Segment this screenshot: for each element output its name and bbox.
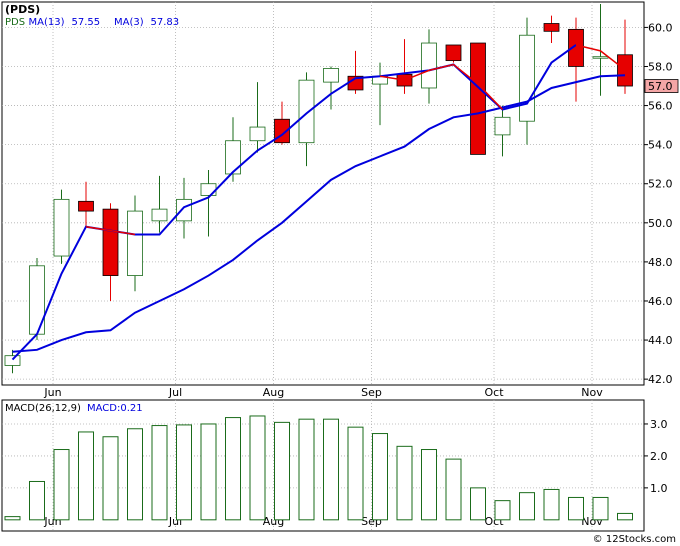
candle-body bbox=[445, 44, 462, 62]
macd-plot-frame bbox=[1, 399, 645, 532]
macd-bar bbox=[592, 496, 609, 521]
macd-bars bbox=[4, 415, 633, 521]
macd-bar bbox=[176, 424, 192, 521]
macd-bar bbox=[298, 418, 315, 521]
price-y-tick-label: 42.0 bbox=[648, 373, 673, 386]
macd-title: MACD(26,12,9) bbox=[5, 403, 81, 414]
macd-bar bbox=[53, 449, 70, 521]
candle-body bbox=[470, 42, 486, 155]
candle-body bbox=[151, 208, 168, 222]
macd-y-tick-label: 2.0 bbox=[650, 450, 668, 463]
macd-y-tick-label: 1.0 bbox=[650, 482, 668, 495]
candle-body bbox=[127, 210, 143, 276]
macd-bar bbox=[470, 487, 486, 521]
price-plot-frame bbox=[1, 1, 645, 386]
macd-panel: 1.02.03.0 Jun Jul Aug Sep Oct Nov MACD(26,12,… bbox=[1, 399, 668, 532]
legend-item-value: 57.55 bbox=[72, 17, 101, 28]
macd-bar bbox=[543, 488, 560, 521]
candle-body bbox=[4, 355, 21, 366]
price-x-tick-label: Sep bbox=[361, 386, 382, 399]
price-y-tick-label: 48.0 bbox=[648, 256, 673, 269]
candle-body bbox=[617, 54, 633, 87]
candle-body bbox=[102, 208, 119, 276]
macd-y-tick-label: 3.0 bbox=[650, 418, 668, 431]
macd-bar bbox=[249, 415, 266, 521]
macd-bar bbox=[127, 428, 143, 521]
price-grid bbox=[2, 2, 644, 385]
price-x-tick-label: Aug bbox=[263, 386, 284, 399]
macd-bar bbox=[445, 458, 462, 521]
ma3-line-falling bbox=[85, 225, 136, 236]
ma13-line bbox=[12, 74, 626, 353]
macd-bar bbox=[4, 516, 21, 521]
candle-body bbox=[78, 200, 94, 212]
candle-body bbox=[421, 42, 437, 89]
macd-bar bbox=[102, 436, 119, 521]
last-price-label: 57.0 bbox=[648, 80, 673, 93]
macd-bar bbox=[347, 426, 364, 521]
legend-item-label: MA(3) bbox=[114, 17, 144, 28]
legend-item-label: PDS bbox=[5, 17, 25, 28]
candle-body bbox=[225, 140, 241, 175]
macd-bar bbox=[372, 433, 388, 521]
macd-bar bbox=[396, 445, 413, 521]
ma3-line-falling bbox=[575, 44, 626, 71]
price-y-tick-label: 56.0 bbox=[648, 100, 673, 113]
macd-bar bbox=[29, 480, 45, 521]
candle-body bbox=[494, 116, 511, 136]
legend-item-value: 57.83 bbox=[151, 17, 180, 28]
candle-body bbox=[543, 23, 560, 32]
price-legend: PDS MA(13) 57.55 MA(3) 57.83 bbox=[5, 17, 179, 28]
macd-bar bbox=[519, 492, 535, 521]
price-y-tick-label: 50.0 bbox=[648, 217, 673, 230]
price-y-tick-label: 60.0 bbox=[648, 21, 673, 34]
candle-body bbox=[249, 126, 266, 142]
macd-bar bbox=[78, 431, 94, 521]
price-x-tick-label: Oct bbox=[484, 386, 504, 399]
candle-body bbox=[519, 34, 535, 122]
candle-body bbox=[592, 56, 609, 59]
candle-body bbox=[323, 68, 339, 83]
macd-bar bbox=[421, 449, 437, 521]
macd-bar bbox=[323, 418, 339, 521]
price-x-tick-label: Jun bbox=[43, 386, 61, 399]
macd-bar bbox=[274, 421, 290, 521]
last-price-box: 57.0 bbox=[644, 79, 679, 93]
price-x-axis: Jun Jul Aug Sep Oct Nov bbox=[43, 386, 603, 399]
candle-body bbox=[200, 183, 217, 196]
candle-body bbox=[29, 265, 45, 335]
ticker-symbol: (PDS) bbox=[5, 3, 40, 16]
moving-average-lines bbox=[11, 44, 626, 361]
candle-body bbox=[53, 198, 70, 257]
macd-bar bbox=[225, 417, 241, 521]
macd-value-label: MACD:0.21 bbox=[87, 403, 143, 414]
candle-body bbox=[176, 198, 192, 222]
candles bbox=[4, 3, 633, 374]
macd-bar bbox=[151, 425, 168, 521]
macd-bar bbox=[494, 500, 511, 521]
price-y-tick-label: 54.0 bbox=[648, 139, 673, 152]
legend-item-label: MA(13) bbox=[29, 17, 65, 28]
candle-body bbox=[568, 28, 584, 67]
price-y-tick-label: 52.0 bbox=[648, 178, 673, 191]
watermark: © 12Stocks.com bbox=[593, 534, 676, 545]
macd-bar bbox=[200, 423, 217, 521]
ma3-line-falling bbox=[379, 63, 504, 110]
price-panel: 42.0 44.0 46.0 48.0 50.0 52.0 54.0 56.0 58.0 60.0… bbox=[1, 1, 679, 399]
macd-y-axis: 1.0 2.0 3.0 bbox=[644, 418, 668, 495]
price-x-tick-label: Nov bbox=[581, 386, 603, 399]
price-x-tick-label: Jul bbox=[168, 386, 182, 399]
candle-body bbox=[298, 79, 315, 144]
price-y-axis: 42.0 44.0 46.0 48.0 50.0 52.0 54.0 56.0 58.0 60.0 bbox=[644, 21, 673, 386]
macd-bar bbox=[617, 512, 633, 521]
price-y-tick-label: 44.0 bbox=[648, 334, 673, 347]
price-y-tick-label: 58.0 bbox=[648, 60, 673, 73]
price-y-tick-label: 46.0 bbox=[648, 295, 673, 308]
macd-bar bbox=[568, 496, 584, 521]
